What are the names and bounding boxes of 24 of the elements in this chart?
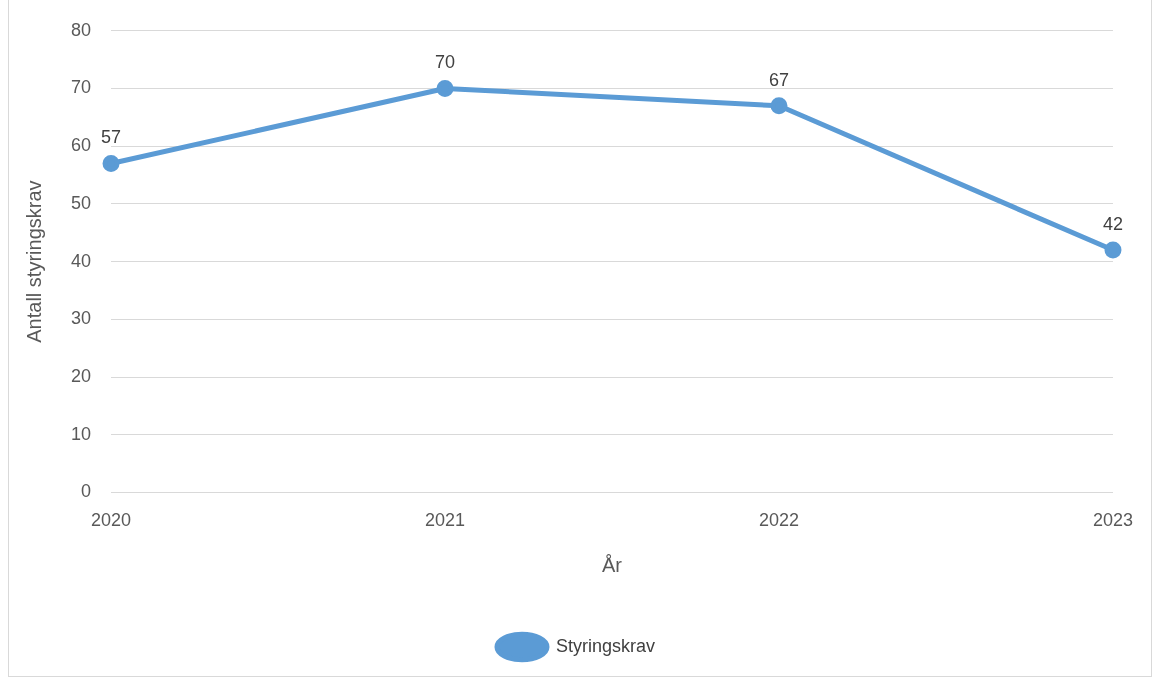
y-tick-label: 40 — [70, 250, 92, 271]
point — [102, 155, 120, 173]
point — [1104, 241, 1122, 259]
y-tick-label: 10 — [70, 423, 92, 444]
y-tick-label: 80 — [70, 19, 92, 40]
y-tick-label: 50 — [70, 192, 92, 213]
y-tick-label: 0 — [81, 481, 92, 502]
y-tick-label: 60 — [70, 135, 92, 156]
x-tick-label: 2023 — [1092, 510, 1133, 531]
data-label: 42 — [1102, 214, 1123, 235]
y-tick-label: 30 — [70, 308, 92, 329]
x-tick-label: 2021 — [424, 510, 466, 531]
y-tick-label: 20 — [70, 365, 92, 386]
point — [770, 97, 788, 115]
legend-label: Styringskrav — [555, 635, 656, 656]
data-label: 70 — [434, 52, 456, 73]
point — [436, 80, 454, 97]
y-tick-label: 70 — [70, 77, 92, 98]
x-tick-label: 2020 — [91, 510, 132, 531]
x-axis-title: År — [602, 553, 623, 576]
y-axis-title: Antall styringskrav — [22, 180, 45, 343]
data-label: 67 — [768, 69, 790, 90]
x-tick-label: 2022 — [758, 510, 800, 531]
data-label: 57 — [101, 127, 122, 148]
